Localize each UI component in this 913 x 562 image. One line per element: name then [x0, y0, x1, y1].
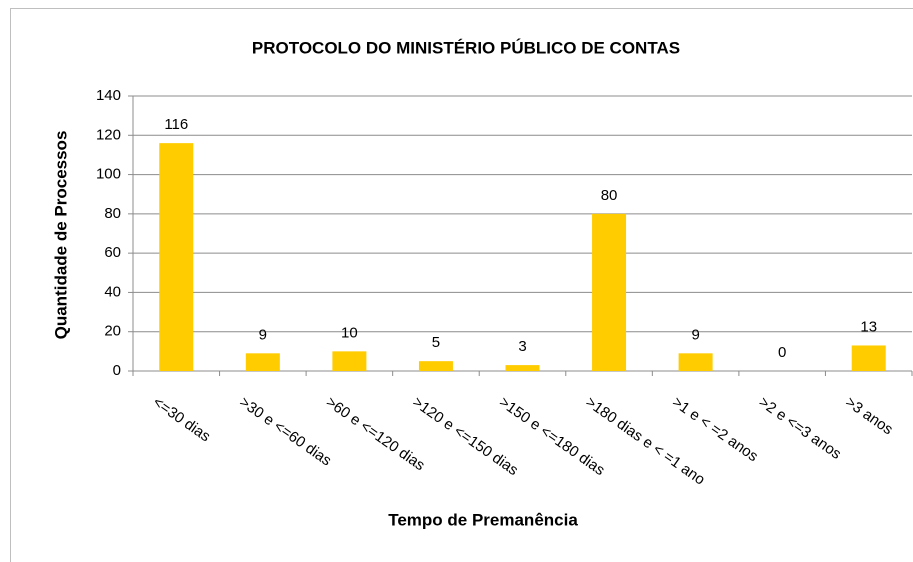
- bar: [851, 345, 886, 371]
- y-tick-label: 0: [113, 362, 121, 379]
- data-label: 80: [601, 187, 618, 204]
- data-label: 13: [860, 318, 877, 335]
- bar: [678, 353, 713, 371]
- x-axis-label: Tempo de Premanência: [388, 510, 578, 529]
- bar: [418, 361, 453, 371]
- x-tick-label: >30 e <=60 dias: [236, 394, 334, 470]
- x-tick-label: >2 e <=3 anos: [756, 394, 845, 463]
- data-label: 9: [259, 326, 267, 343]
- data-label: 3: [518, 338, 526, 355]
- data-label: 9: [691, 326, 699, 343]
- x-tick-label: >1 e < =2 anos: [669, 394, 761, 466]
- y-tick-label: 40: [104, 283, 121, 300]
- x-tick-label: <=30 dias: [150, 394, 214, 446]
- y-tick-label: 120: [96, 126, 121, 143]
- bar: [245, 353, 280, 371]
- bar: [332, 351, 367, 371]
- y-axis-label: Quantidade de Processos: [51, 131, 70, 340]
- data-label: 0: [778, 344, 786, 361]
- bar: [505, 365, 540, 371]
- y-tick-label: 100: [96, 166, 121, 183]
- data-label: 5: [432, 334, 440, 351]
- bar: [592, 213, 627, 371]
- chart-title: PROTOCOLO DO MINISTÉRIO PÚBLICO DE CONTA…: [252, 38, 680, 57]
- y-tick-label: 80: [104, 205, 121, 222]
- data-label: 116: [164, 116, 188, 133]
- y-tick-label: 20: [104, 323, 121, 340]
- y-tick-label: 140: [96, 87, 121, 104]
- chart-border: [10, 8, 913, 562]
- data-label: 10: [341, 324, 358, 341]
- bar: [159, 143, 194, 371]
- y-tick-label: 60: [104, 244, 121, 261]
- x-tick-label: >3 anos: [842, 394, 896, 439]
